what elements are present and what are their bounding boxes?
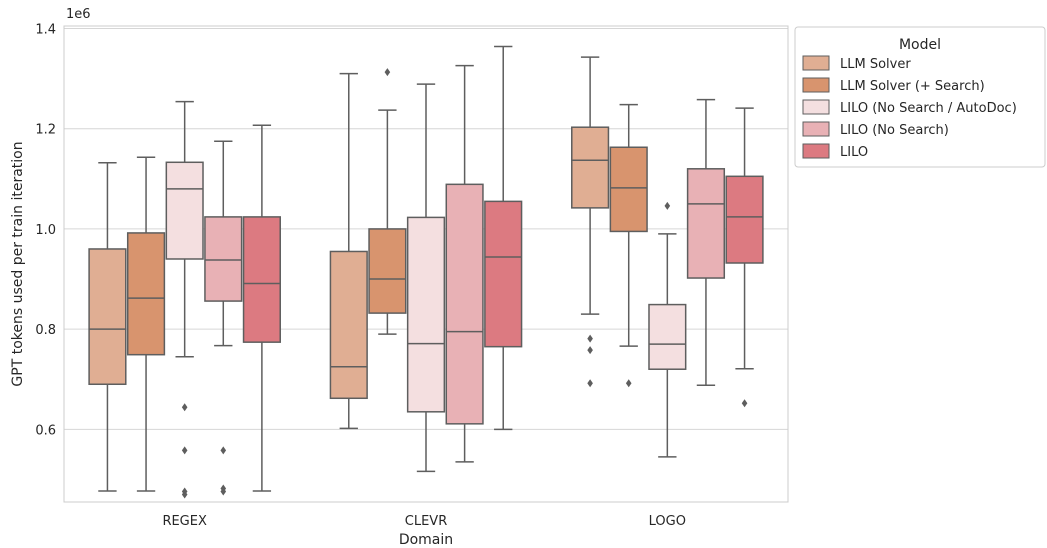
y-axis-offset-label: 1e6 [66, 7, 91, 22]
outlier-point [220, 487, 227, 496]
box-iqr [484, 200, 523, 348]
y-tick-label: 1.0 [35, 223, 56, 238]
box-iqr [571, 126, 610, 209]
box-iqr [368, 228, 407, 314]
legend-item-label: LILO (No Search / AutoDoc) [840, 101, 1017, 116]
legend-item-label: LILO [840, 145, 868, 160]
box-iqr [686, 168, 726, 279]
x-tick-label: REGEX [162, 514, 207, 529]
legend-item-label: LLM Solver [840, 57, 911, 72]
box-iqr [329, 250, 368, 400]
box-iqr [445, 183, 484, 425]
legend-swatch [802, 55, 830, 71]
legend-frame [794, 26, 1046, 168]
box-regex-1 [88, 162, 127, 492]
box-clevr-5 [484, 45, 523, 431]
legend-items: LLM Solver LLM Solver (+ Search) LILO (No … [802, 55, 1017, 160]
box-logo-1 [571, 56, 610, 388]
outlier-point [587, 379, 593, 388]
outlier-point [181, 403, 188, 412]
x-axis-label: Domain [399, 532, 453, 548]
outlier-point [587, 346, 593, 355]
legend-swatch [802, 99, 830, 115]
y-tick-label: 0.8 [35, 323, 56, 338]
box-series [88, 45, 764, 499]
y-tick-label: 0.6 [35, 423, 56, 438]
legend-swatch [802, 77, 830, 93]
box-regex-4 [204, 140, 243, 496]
outlier-point [664, 201, 671, 210]
outlier-point [741, 399, 748, 408]
legend-item-label: LLM Solver (+ Search) [840, 79, 985, 94]
legend-title: Model [899, 37, 941, 53]
box-iqr [725, 175, 764, 264]
box-regex-5 [242, 124, 281, 492]
outlier-point [220, 446, 227, 455]
box-clevr-3 [406, 83, 446, 473]
outlier-point [384, 68, 391, 77]
y-axis-ticks: 0.6 0.8 1.0 1.2 1.4 [35, 23, 56, 439]
box-clevr-1 [329, 72, 368, 430]
box-iqr [648, 303, 687, 370]
box-iqr [126, 232, 166, 356]
box-logo-5 [725, 107, 764, 408]
plot-frame [63, 25, 789, 503]
x-axis-ticks: REGEX CLEVR LOGO [162, 514, 686, 529]
legend-swatch [802, 143, 830, 159]
legend-item-label: LILO (No Search) [840, 123, 949, 138]
y-tick-label: 1.2 [35, 123, 56, 138]
y-tick-label: 1.4 [35, 23, 56, 38]
x-tick-label: LOGO [649, 514, 686, 529]
x-tick-label: CLEVR [405, 514, 447, 529]
box-iqr [406, 216, 446, 413]
outlier-point [181, 446, 188, 455]
box-iqr [242, 216, 281, 343]
outlier-point [587, 334, 593, 343]
box-logo-4 [686, 98, 726, 387]
box-regex-3 [165, 100, 204, 499]
box-logo-3 [648, 201, 687, 458]
box-iqr [609, 146, 648, 233]
box-regex-2 [126, 156, 166, 492]
box-clevr-2 [368, 68, 407, 335]
box-iqr [88, 248, 127, 386]
y-axis-label: GPT tokens used per train iteration [10, 141, 26, 386]
outlier-point [181, 490, 188, 499]
box-iqr [204, 216, 243, 302]
legend: Model LLM Solver LLM Solver (+ Search) LIL… [794, 26, 1046, 168]
box-iqr [165, 161, 204, 260]
box-logo-2 [609, 103, 648, 388]
outlier-point [625, 379, 632, 388]
legend-swatch [802, 121, 830, 137]
box-clevr-4 [445, 64, 484, 463]
